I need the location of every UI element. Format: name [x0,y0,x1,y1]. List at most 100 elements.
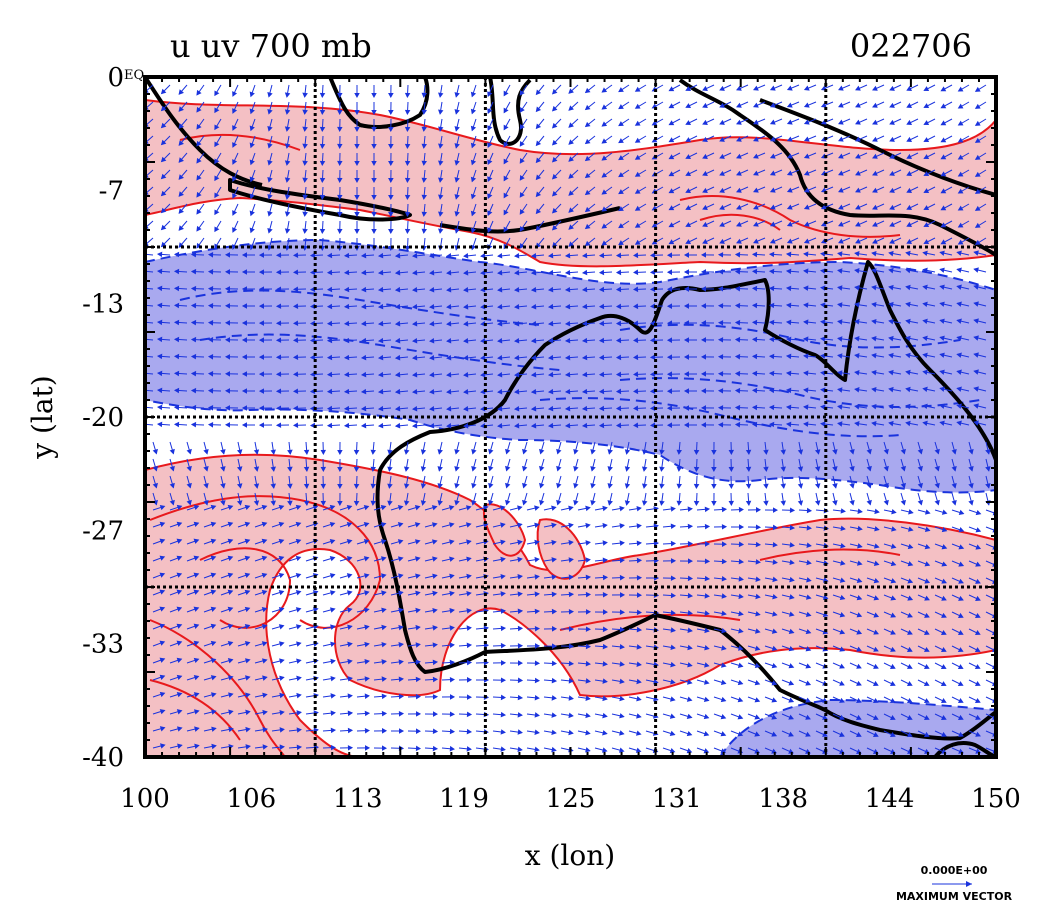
wind-vector-head [702,102,708,108]
wind-vector-head [957,86,964,92]
wind-vector-head [514,321,520,327]
wind-vector-head [905,301,911,308]
wind-vector-head [619,540,625,546]
wind-vector-head [360,252,367,259]
wind-vector-head [228,709,234,715]
wind-vector-head [449,642,455,649]
wind-vector-head [923,171,930,177]
wind-vector-head [666,320,672,326]
wind-vector-head [292,269,299,276]
wind-vector-head [615,252,622,259]
wind-vector-head [820,421,826,427]
wind-vector-head [889,187,895,193]
wind-vector-head [176,726,183,732]
wind-vector-head [487,227,493,233]
wind-vector-head [360,422,367,429]
wind-vector-head [601,240,608,246]
wind-vector-head [354,212,360,218]
wind-vector-head [854,353,860,359]
wind-vector-head [585,747,591,753]
wind-vector-head [227,640,234,647]
wind-vector-head [803,136,810,142]
wind-vector-head [360,388,367,395]
wind-vector-head [454,211,460,217]
wind-vector-head [463,320,469,327]
wind-vector-head [717,422,724,428]
wind-vector-head [160,139,167,146]
wind-vector-head [602,557,608,564]
wind-vector-head [387,466,393,472]
wind-vector-head [922,335,928,342]
wind-vector-head [551,505,557,511]
wind-vector-head [951,499,957,506]
wind-vector-head [854,302,860,308]
wind-vector-head [668,205,675,211]
wind-vector-head [214,90,220,97]
wind-vector-head [634,171,641,177]
wind-vector [145,406,154,409]
wind-vector-head [890,629,896,635]
wind-vector-head [535,157,542,164]
wind-vector-head [922,369,928,376]
wind-vector-head [659,500,665,506]
wind-vector-head [837,319,843,325]
wind-vector-head [745,466,752,473]
wind-vector-head [501,660,507,666]
wind-vector-head [377,388,384,395]
wind-vector [145,253,154,256]
wind-vector-head [178,157,184,163]
wind-vector-head [429,371,435,378]
wind-vector-head [415,624,421,631]
wind-vector-head [497,388,503,395]
wind-vector-head [363,521,370,528]
wind-vector-head [551,122,558,129]
wind-vector-head [602,643,609,650]
wind-vector-head [302,143,308,149]
wind-vector-head [467,677,473,683]
wind-vector-head [619,523,625,529]
wind-vector-head [737,662,744,668]
wind-vector-head [889,170,895,176]
wind-vector-head [241,320,247,326]
wind-vector-head [295,572,302,579]
wind-vector-head [267,210,273,217]
wind-vector-head [176,640,183,646]
wind-vector-head [480,371,486,378]
wind-vector-head [619,661,625,667]
wind-vector-head [196,123,202,130]
wind-vector-head [186,448,192,455]
wind-vector-head [514,372,520,378]
wind-vector-head [601,172,608,178]
wind-vector-head [923,222,930,228]
wind-vector-head [503,141,509,148]
wind-vector-head [700,337,706,343]
wind-vector-head [736,153,742,159]
wind-vector-head [319,143,326,150]
wind-vector-head [522,499,528,506]
wind-vector-head [618,87,624,93]
wind-vector-head [871,318,877,325]
wind-vector-head [856,663,862,669]
wind-vector-head [534,505,540,511]
wind-vector-head [855,204,861,210]
wind-vector-head [704,644,710,651]
wind-vector-head [388,212,394,218]
wind-vector-head [244,504,251,511]
wind-vector-head [500,642,507,649]
wind-vector-head [346,556,353,562]
wind-vector-head [454,483,460,489]
wind-vector-head [855,153,861,159]
wind-vector-head [190,319,197,326]
wind-vector-head [454,92,460,98]
wind-vector-head [719,187,725,193]
wind-vector-head [720,679,727,685]
wind-vector-head [974,647,981,653]
wind-vector-head [466,746,472,752]
wind-vector-head [924,561,931,567]
wind-vector-head [232,244,238,250]
wind-vector-head [449,556,455,562]
wind-vector-head [497,252,503,259]
wind-vector-head [975,714,981,720]
wind-vector [145,372,154,375]
wind-vector-head [772,593,778,600]
